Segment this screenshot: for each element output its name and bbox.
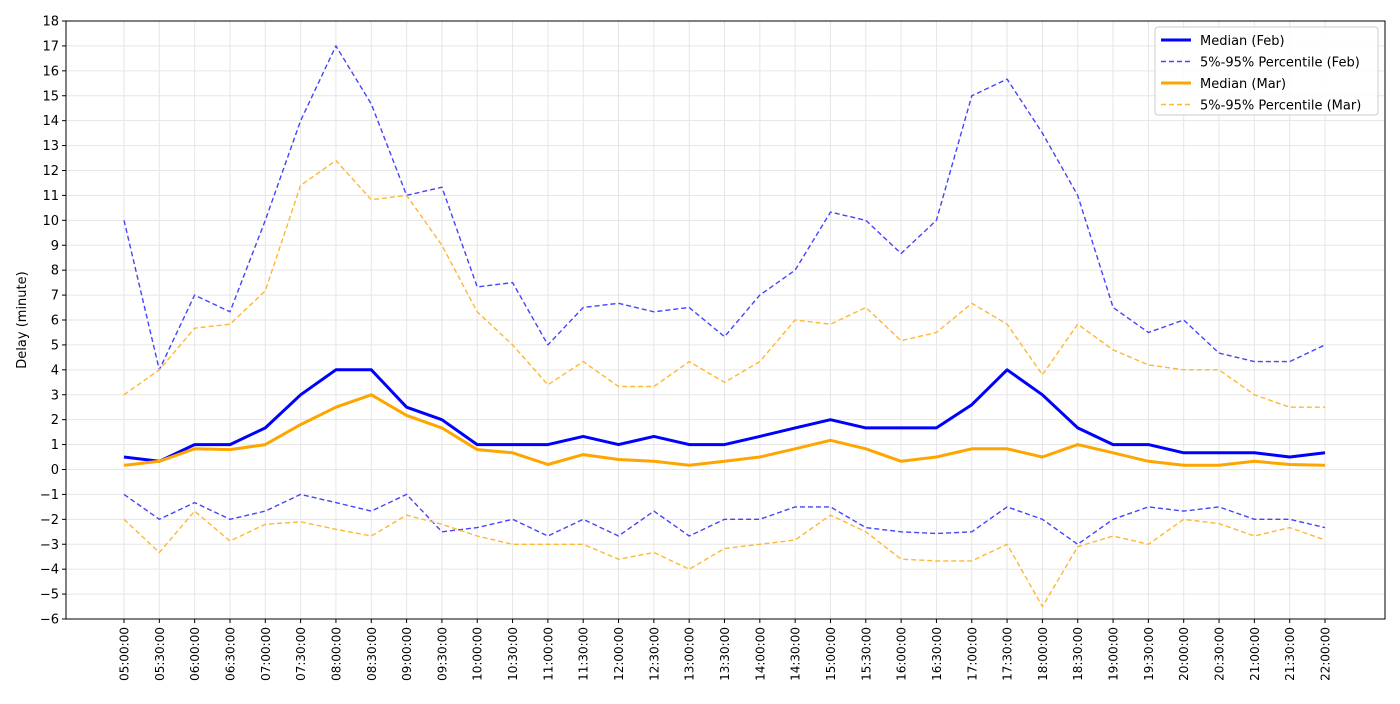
y-tick-label: 6: [51, 314, 59, 329]
x-tick-label: 14:00:00: [753, 627, 767, 681]
x-tick-label: 09:30:00: [435, 627, 449, 681]
legend-box: [1154, 26, 1379, 116]
x-tick-label: 16:30:00: [930, 627, 944, 681]
x-tick-label: 15:00:00: [824, 627, 838, 681]
x-tick-label: 12:00:00: [612, 627, 626, 681]
y-tick-label: 14: [42, 114, 59, 129]
x-tick-label: 09:00:00: [400, 627, 414, 681]
y-tick-label: 1: [51, 438, 59, 453]
y-tick-label: 10: [42, 214, 59, 229]
legend-label: Median (Feb): [1200, 34, 1285, 49]
y-tick-label: 7: [51, 289, 59, 304]
x-tick-label: 08:30:00: [365, 627, 379, 681]
series-line-5: [123, 510, 1326, 608]
x-tick-label: 17:30:00: [1001, 627, 1015, 681]
y-tick-label: 17: [42, 39, 59, 54]
x-tick-label: 08:00:00: [329, 627, 343, 681]
x-tick-label: 19:30:00: [1142, 627, 1156, 681]
y-tick-label: 8: [51, 264, 59, 279]
y-tick-label: 15: [42, 89, 59, 104]
x-tick-label: 15:30:00: [859, 627, 873, 681]
x-tick-label: 22:00:00: [1319, 627, 1333, 681]
legend-label: 5%-95% Percentile (Mar): [1200, 99, 1361, 114]
x-tick-label: 13:00:00: [683, 627, 697, 681]
x-tick-label: 19:00:00: [1107, 627, 1121, 681]
y-tick-label: −4: [40, 563, 59, 578]
y-tick-label: −1: [40, 488, 59, 503]
x-tick-label: 05:00:00: [118, 627, 132, 681]
x-tick-label: 18:30:00: [1071, 627, 1085, 681]
x-tick-label: 12:30:00: [647, 627, 661, 681]
series-line-3: [123, 393, 1326, 467]
y-tick-label: 4: [51, 363, 59, 378]
x-tick-label: 20:00:00: [1177, 627, 1191, 681]
legend-label: Median (Mar): [1200, 77, 1286, 92]
x-tick-label: 21:30:00: [1283, 627, 1297, 681]
y-tick-label: −3: [40, 538, 59, 553]
y-tick-label: 11: [42, 189, 59, 204]
y-tick-label: 13: [42, 139, 59, 154]
x-tick-label: 10:30:00: [506, 627, 520, 681]
x-tick-label: 11:00:00: [541, 627, 555, 681]
x-axis: 05:00:00 05:30:00 06:00:00 06:30:00 07:00:00…: [118, 619, 1333, 681]
y-tick-label: 16: [42, 64, 59, 79]
y-axis-label: Delay (minute): [15, 271, 30, 368]
x-tick-label: 05:30:00: [153, 627, 167, 681]
x-tick-label: 14:30:00: [789, 627, 803, 681]
legend-label: 5%-95% Percentile (Feb): [1200, 56, 1360, 71]
x-tick-label: 07:00:00: [259, 627, 273, 681]
y-tick-label: 2: [51, 413, 59, 428]
x-tick-label: 21:00:00: [1248, 627, 1262, 681]
series-line-0: [123, 368, 1326, 463]
x-tick-label: 13:30:00: [718, 627, 732, 681]
y-tick-label: 9: [51, 239, 59, 254]
x-tick-label: 11:30:00: [577, 627, 591, 681]
series-line-2: [123, 493, 1326, 545]
x-tick-label: 10:00:00: [471, 627, 485, 681]
x-tick-label: 18:00:00: [1036, 627, 1050, 681]
y-tick-label: −6: [40, 613, 59, 628]
x-tick-label: 07:30:00: [294, 627, 308, 681]
x-tick-label: 16:00:00: [895, 627, 909, 681]
legend: Median (Feb) 5%-95% Percentile (Feb) Media…: [1154, 26, 1379, 116]
x-tick-label: 17:00:00: [965, 627, 979, 681]
x-tick-label: 20:30:00: [1213, 627, 1227, 681]
x-tick-label: 06:30:00: [223, 627, 237, 681]
series-line-4: [123, 159, 1325, 408]
y-tick-label: 0: [51, 463, 59, 478]
y-tick-label: 3: [51, 388, 59, 403]
y-tick-label: −2: [40, 513, 59, 528]
y-tick-label: 12: [42, 164, 59, 179]
series-lines: [123, 45, 1326, 608]
x-tick-label: 06:00:00: [188, 627, 202, 681]
y-tick-label: 5: [51, 338, 59, 353]
y-tick-label: 18: [42, 15, 59, 30]
y-tick-label: −5: [40, 588, 59, 603]
